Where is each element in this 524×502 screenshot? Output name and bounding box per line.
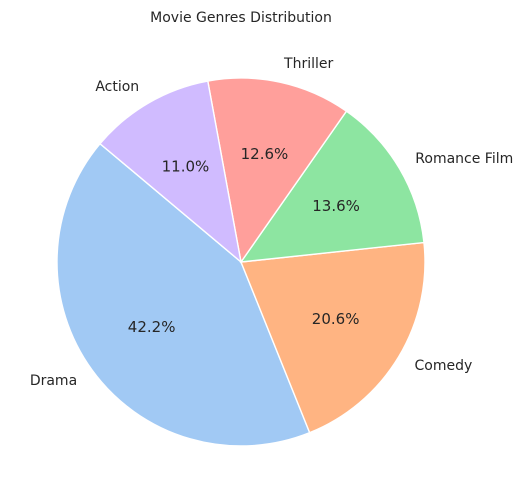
pie-slices	[56, 77, 426, 447]
pie-slice-drama	[56, 142, 311, 447]
slice-percent-label: 20.6%	[312, 310, 360, 328]
slice-percent-label: 11.0%	[162, 158, 210, 176]
slice-percent-label: 42.2%	[128, 318, 176, 336]
pie-slice-comedy	[240, 241, 426, 434]
pie-slice-thriller	[206, 77, 348, 264]
slice-label: Action	[95, 79, 139, 95]
slice-label: Drama	[30, 373, 77, 389]
slice-label: Comedy	[414, 358, 472, 374]
slice-label: Thriller	[283, 56, 333, 72]
slice-label: Romance Film	[415, 151, 513, 167]
chart-title: Movie Genres Distribution	[150, 10, 332, 26]
slice-percent-label: 12.6%	[241, 145, 289, 163]
slice-percent-label: 13.6%	[312, 197, 360, 215]
pie-slice-action	[99, 80, 243, 264]
pie-labels: Drama 42.2% Comedy 20.6% Romance Film 13.6% Th…	[30, 56, 513, 389]
pie-slice-romance-film	[239, 110, 425, 263]
